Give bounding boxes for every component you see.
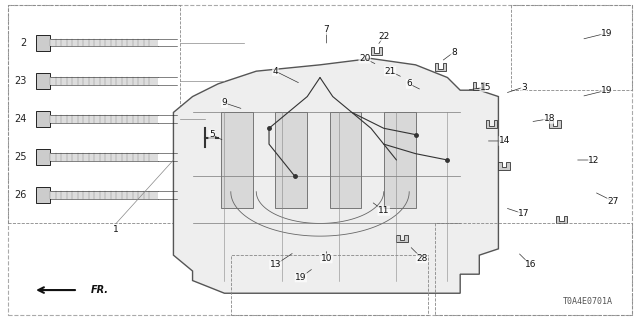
Text: 13: 13: [269, 260, 281, 269]
Text: 5: 5: [209, 130, 214, 139]
Text: 10: 10: [321, 254, 332, 263]
Polygon shape: [549, 120, 561, 128]
Polygon shape: [36, 111, 51, 127]
Polygon shape: [396, 235, 408, 243]
Text: 9: 9: [221, 99, 227, 108]
Text: 28: 28: [416, 254, 428, 263]
Polygon shape: [473, 82, 484, 90]
Text: 3: 3: [521, 83, 527, 92]
Text: 16: 16: [525, 260, 536, 269]
Text: 26: 26: [15, 190, 27, 200]
Text: T0A4E0701A: T0A4E0701A: [563, 297, 613, 306]
Polygon shape: [36, 187, 51, 203]
Text: 6: 6: [406, 79, 412, 88]
Polygon shape: [221, 112, 253, 208]
Text: FR.: FR.: [91, 285, 109, 295]
Text: 15: 15: [480, 83, 492, 92]
Text: 12: 12: [588, 156, 600, 164]
Text: 22: 22: [378, 32, 389, 41]
Text: 19: 19: [601, 86, 612, 95]
Text: 21: 21: [385, 67, 396, 76]
Text: 11: 11: [378, 206, 390, 215]
Text: 1: 1: [113, 225, 119, 234]
Polygon shape: [173, 59, 499, 293]
Polygon shape: [36, 35, 51, 51]
Text: 18: 18: [543, 114, 555, 123]
Polygon shape: [330, 112, 362, 208]
Polygon shape: [371, 47, 383, 55]
Text: 24: 24: [15, 114, 27, 124]
Polygon shape: [556, 215, 567, 223]
Polygon shape: [435, 63, 446, 71]
Polygon shape: [384, 112, 415, 208]
Text: 14: 14: [499, 136, 511, 146]
Polygon shape: [499, 162, 510, 170]
Polygon shape: [36, 149, 51, 165]
Text: 4: 4: [273, 67, 278, 76]
Text: 27: 27: [607, 197, 619, 206]
Text: 8: 8: [451, 48, 457, 57]
Text: 7: 7: [323, 25, 329, 35]
Text: 2: 2: [20, 38, 27, 48]
Polygon shape: [36, 73, 51, 89]
Text: 25: 25: [14, 152, 27, 162]
Text: 17: 17: [518, 209, 530, 219]
Polygon shape: [275, 112, 307, 208]
Text: 19: 19: [601, 28, 612, 38]
Polygon shape: [486, 120, 497, 128]
Text: 19: 19: [295, 273, 307, 282]
Text: 20: 20: [359, 54, 371, 63]
Text: 23: 23: [15, 76, 27, 86]
